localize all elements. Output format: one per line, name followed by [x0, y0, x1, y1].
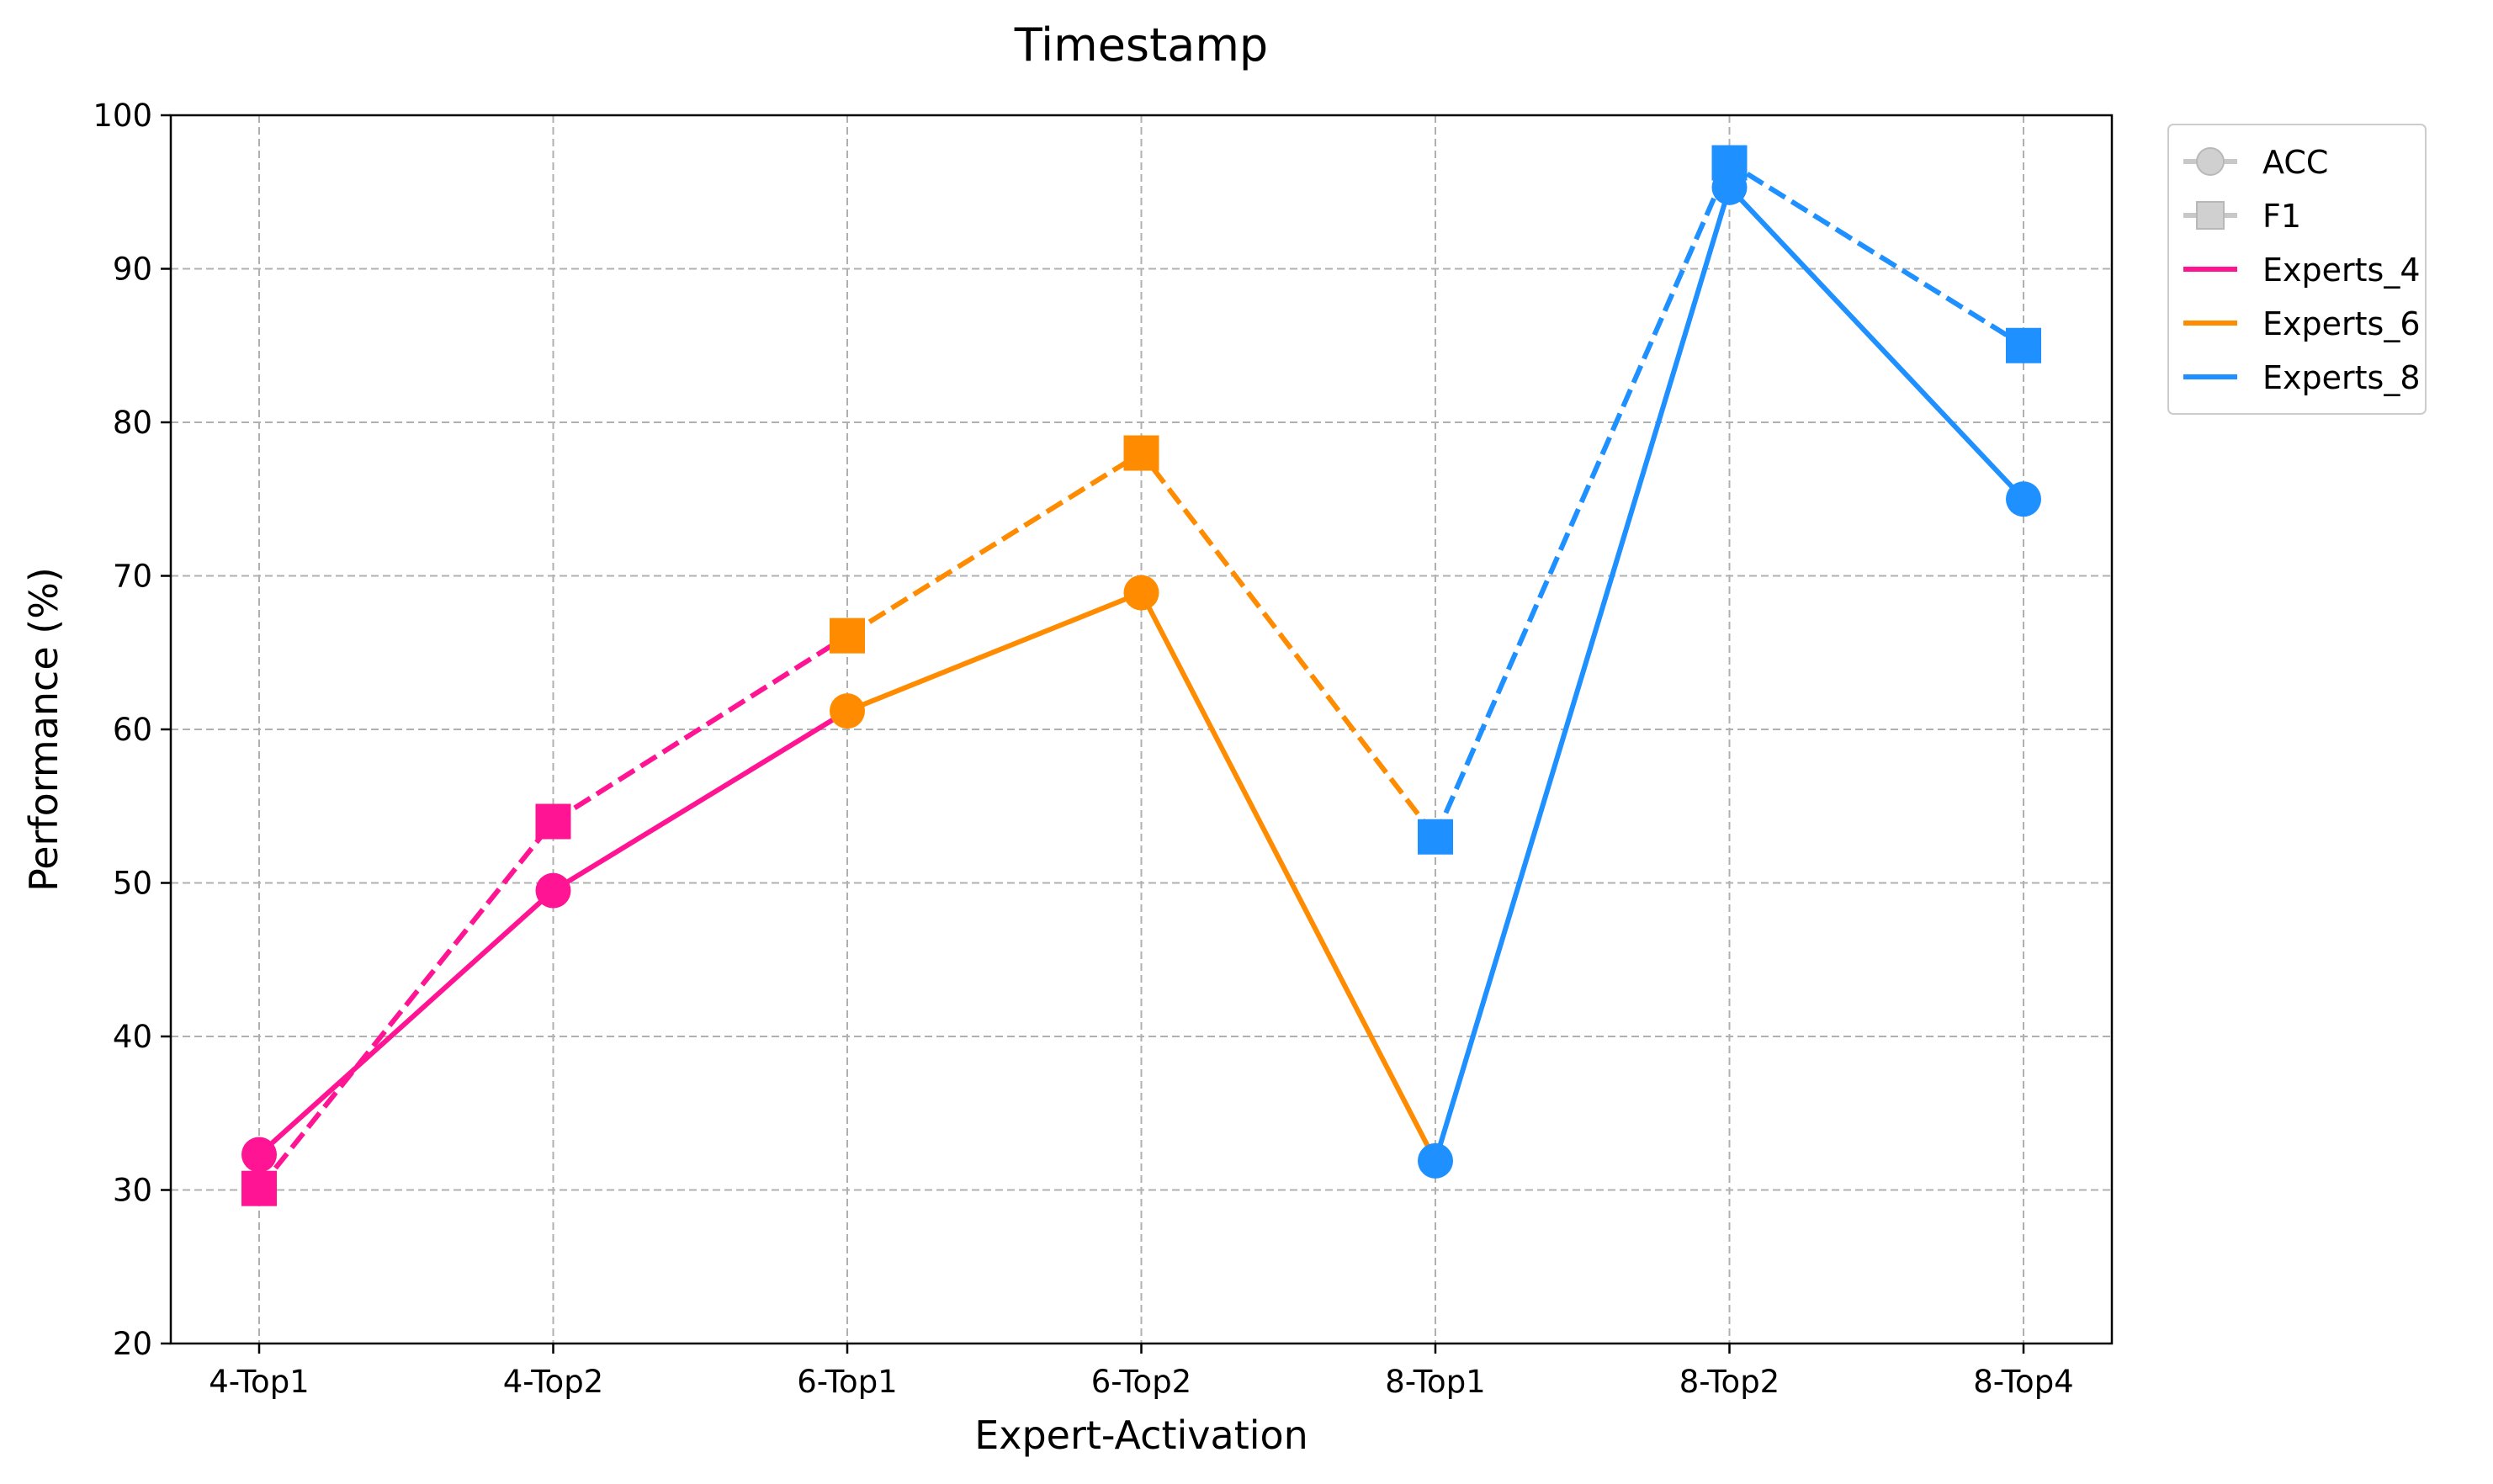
acc-point-marker [1123, 575, 1159, 611]
y-tick-label: 90 [113, 252, 152, 288]
legend-label: F1 [2262, 198, 2301, 235]
legend-item-f1: F1 [2183, 198, 2301, 235]
marker-layer [241, 145, 2041, 1206]
legend-circle-marker [2196, 147, 2225, 176]
legend-label: ACC [2262, 144, 2328, 181]
x-tick-label: 4-Top2 [503, 1364, 603, 1400]
legend-item-experts-8: Experts_8 [2183, 359, 2421, 396]
x-tick-label: 6-Top1 [797, 1364, 897, 1400]
legend-label: Experts_4 [2262, 252, 2421, 289]
f1-point-marker [830, 617, 865, 654]
f1-point-marker [241, 1170, 277, 1206]
f1-point-marker [2006, 327, 2041, 363]
chart-title: Timestamp [1014, 19, 1268, 72]
acc-point-marker [241, 1137, 277, 1173]
tick-layer: 20 30 40 50 60 70 80 90 100 4-Top1 4-Top2 6-Top1 6-T… [93, 98, 2073, 1400]
legend-item-experts-6: Experts_6 [2183, 305, 2421, 342]
legend-item-acc: ACC [2183, 144, 2328, 181]
x-tick-label: 8-Top4 [1973, 1364, 2073, 1400]
x-tick-label: 8-Top2 [1679, 1364, 1780, 1400]
y-tick-label: 50 [113, 866, 152, 902]
f1-point-marker [1711, 145, 1748, 181]
y-tick-label: 100 [93, 98, 152, 134]
x-axis-label: Expert-Activation [974, 1412, 1308, 1458]
grid-layer [171, 115, 2112, 1344]
acc-point-marker [1418, 1142, 1453, 1179]
legend-label: Experts_6 [2262, 305, 2421, 342]
y-tick-label: 20 [113, 1326, 152, 1362]
legend-items: ACC F1 Experts_4 Experts_6 Experts_8 [2183, 144, 2421, 396]
legend-item-experts-4: Experts_4 [2183, 252, 2421, 289]
legend-square-marker [2196, 201, 2225, 230]
acc-point-marker [2006, 481, 2041, 517]
x-tick-label: 8-Top1 [1385, 1364, 1485, 1400]
legend: ACC F1 Experts_4 Experts_6 Experts_8 [2167, 124, 2427, 415]
y-tick-label: 60 [113, 712, 152, 748]
y-axis-label: Performance (%) [21, 567, 66, 892]
f1-point-marker [1123, 435, 1159, 471]
f1-point-marker [535, 803, 571, 840]
y-tick-label: 30 [113, 1173, 152, 1209]
y-tick-label: 70 [113, 559, 152, 595]
legend-box [2167, 124, 2427, 415]
acc-point-marker [535, 872, 571, 909]
x-tick-label: 6-Top2 [1091, 1364, 1191, 1400]
f1-point-marker [1418, 819, 1453, 855]
legend-label: Experts_8 [2262, 359, 2421, 396]
acc-point-marker [830, 693, 865, 729]
y-tick-label: 40 [113, 1019, 152, 1055]
y-tick-label: 80 [113, 405, 152, 441]
x-tick-label: 4-Top1 [209, 1364, 309, 1400]
